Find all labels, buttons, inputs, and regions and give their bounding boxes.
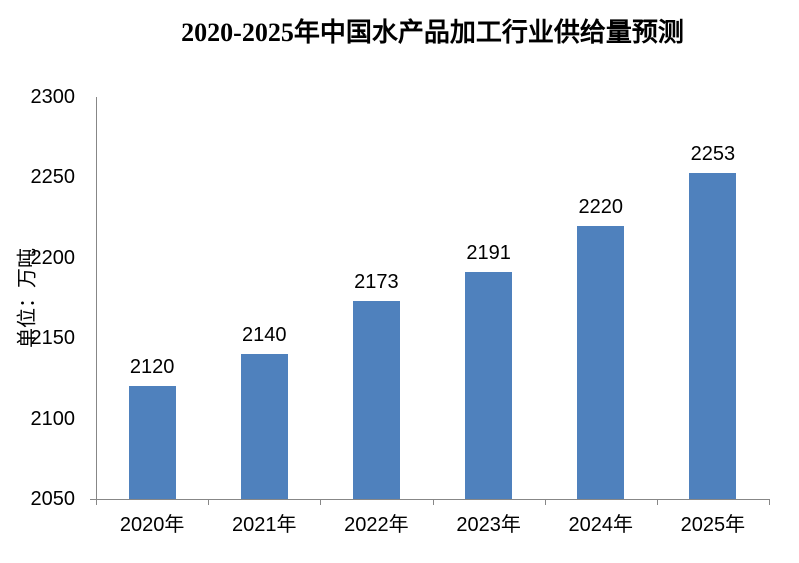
bar-value-label: 2173: [354, 271, 399, 294]
bar: [128, 386, 176, 499]
x-axis-category-label: 2023年: [456, 514, 521, 536]
x-axis-tick: [320, 500, 321, 505]
y-axis-tick-label: 2150: [30, 327, 76, 350]
x-axis-tick: [769, 500, 770, 505]
x-axis-tick: [545, 500, 546, 505]
bar: [240, 354, 288, 499]
y-axis-tick-label: 2100: [30, 407, 76, 430]
y-axis-tick-label: 2200: [30, 246, 76, 269]
bar: [577, 225, 625, 499]
bar: [689, 172, 737, 499]
bar-value-label: 2140: [241, 324, 287, 347]
x-axis-category-label: 2021年: [231, 514, 297, 536]
chart-title: 2020-2025年中国水产品加工行业供给量预测: [181, 18, 684, 47]
y-axis-line: [96, 97, 97, 500]
x-axis-tick: [96, 500, 97, 505]
bar-value-label: 2120: [129, 356, 175, 379]
bar-value-label: 2191: [466, 242, 511, 265]
x-axis-category-label: 2022年: [344, 514, 409, 536]
bar: [465, 272, 513, 499]
bar-value-label: 2220: [578, 195, 623, 218]
x-axis-line: [90, 499, 770, 500]
bar: [352, 301, 400, 499]
y-axis-tick-label: 2050: [30, 488, 76, 510]
x-axis-tick: [433, 500, 434, 505]
y-axis-tick-label: 2250: [30, 166, 76, 189]
x-axis-tick: [208, 500, 209, 505]
x-axis-tick: [657, 500, 658, 505]
bar-value-label: 2253: [690, 142, 736, 165]
x-axis-category-label: 2020年: [119, 514, 185, 536]
x-axis-category-label: 2024年: [568, 514, 633, 536]
plot-area: 2050 2100 2150 2200 2250 2300 2120 2020年 2140 202…: [31, 87, 770, 536]
y-axis-tick-label: 2300: [30, 86, 76, 108]
x-axis-category-label: 2025年: [680, 514, 746, 536]
